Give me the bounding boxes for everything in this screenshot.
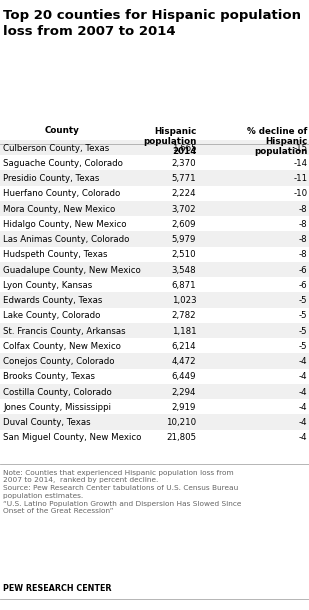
- Bar: [0, 246, 309, 262]
- Bar: [0, 231, 309, 246]
- Text: 21,805: 21,805: [166, 434, 196, 442]
- Bar: [0, 292, 309, 307]
- Text: Colfax County, New Mexico: Colfax County, New Mexico: [3, 342, 121, 351]
- Text: 1,181: 1,181: [171, 327, 196, 336]
- Bar: [0, 353, 309, 368]
- Text: -5: -5: [299, 312, 307, 320]
- Text: -5: -5: [299, 296, 307, 305]
- Bar: [0, 429, 309, 445]
- Text: Brooks County, Texas: Brooks County, Texas: [3, 373, 95, 381]
- Text: -8: -8: [299, 205, 307, 213]
- Text: PEW RESEARCH CENTER: PEW RESEARCH CENTER: [3, 584, 112, 593]
- Text: -5: -5: [299, 327, 307, 336]
- Bar: [0, 338, 309, 353]
- Text: 6,449: 6,449: [172, 373, 196, 381]
- Text: Culberson County, Texas: Culberson County, Texas: [3, 144, 109, 152]
- Text: Presidio County, Texas: Presidio County, Texas: [3, 174, 99, 183]
- Bar: [0, 155, 309, 170]
- Text: -8: -8: [299, 235, 307, 244]
- Bar: [0, 201, 309, 216]
- Text: -8: -8: [299, 220, 307, 229]
- Text: -8: -8: [299, 251, 307, 259]
- Text: -14: -14: [293, 159, 307, 168]
- Text: 2,510: 2,510: [171, 251, 196, 259]
- Text: -4: -4: [299, 373, 307, 381]
- Text: Hidalgo County, New Mexico: Hidalgo County, New Mexico: [3, 220, 127, 229]
- Text: 1,665: 1,665: [171, 144, 196, 152]
- Bar: [0, 307, 309, 323]
- Text: Duval County, Texas: Duval County, Texas: [3, 418, 91, 427]
- Text: -4: -4: [299, 388, 307, 396]
- Text: 10,210: 10,210: [166, 418, 196, 427]
- Bar: [0, 140, 309, 155]
- Text: Conejos County, Colorado: Conejos County, Colorado: [3, 357, 115, 366]
- Text: 5,771: 5,771: [171, 174, 196, 183]
- Text: -4: -4: [299, 418, 307, 427]
- Text: 6,214: 6,214: [171, 342, 196, 351]
- Text: Mora County, New Mexico: Mora County, New Mexico: [3, 205, 115, 213]
- Text: -11: -11: [293, 174, 307, 183]
- Text: 1,023: 1,023: [171, 296, 196, 305]
- Text: -4: -4: [299, 403, 307, 412]
- Text: Note: Counties that experienced Hispanic population loss from
2007 to 2014,  ran: Note: Counties that experienced Hispanic…: [3, 470, 241, 514]
- Text: 3,548: 3,548: [171, 266, 196, 274]
- Text: Guadalupe County, New Mexico: Guadalupe County, New Mexico: [3, 266, 141, 274]
- Bar: [0, 399, 309, 414]
- Text: Hudspeth County, Texas: Hudspeth County, Texas: [3, 251, 108, 259]
- Bar: [0, 368, 309, 384]
- Text: Lyon County, Kansas: Lyon County, Kansas: [3, 281, 92, 290]
- Bar: [0, 170, 309, 185]
- Text: Saguache County, Colorado: Saguache County, Colorado: [3, 159, 123, 168]
- Text: -6: -6: [299, 281, 307, 290]
- Text: -5: -5: [299, 342, 307, 351]
- Text: County: County: [44, 126, 79, 135]
- Text: 2,294: 2,294: [172, 388, 196, 396]
- Text: Costilla County, Colorado: Costilla County, Colorado: [3, 388, 112, 396]
- Text: -6: -6: [299, 266, 307, 274]
- Text: 6,871: 6,871: [171, 281, 196, 290]
- Text: 2,370: 2,370: [171, 159, 196, 168]
- Text: Jones County, Mississippi: Jones County, Mississippi: [3, 403, 111, 412]
- Bar: [0, 216, 309, 231]
- Text: Hispanic
population
2014: Hispanic population 2014: [143, 126, 196, 156]
- Text: 2,224: 2,224: [171, 190, 196, 198]
- Text: Las Animas County, Colorado: Las Animas County, Colorado: [3, 235, 129, 244]
- Text: 3,702: 3,702: [171, 205, 196, 213]
- Text: Edwards County, Texas: Edwards County, Texas: [3, 296, 103, 305]
- Text: -10: -10: [293, 190, 307, 198]
- Text: Lake County, Colorado: Lake County, Colorado: [3, 312, 100, 320]
- Text: San Miguel County, New Mexico: San Miguel County, New Mexico: [3, 434, 142, 442]
- Text: 5,979: 5,979: [172, 235, 196, 244]
- Text: St. Francis County, Arkansas: St. Francis County, Arkansas: [3, 327, 126, 336]
- Text: -4: -4: [299, 434, 307, 442]
- Bar: [0, 414, 309, 429]
- Text: -4: -4: [299, 357, 307, 366]
- Text: Top 20 counties for Hispanic population
loss from 2007 to 2014: Top 20 counties for Hispanic population …: [3, 9, 301, 38]
- Bar: [0, 277, 309, 292]
- Bar: [0, 262, 309, 277]
- Bar: [0, 323, 309, 338]
- Text: 2,919: 2,919: [172, 403, 196, 412]
- Text: 2,782: 2,782: [171, 312, 196, 320]
- Text: 4,472: 4,472: [171, 357, 196, 366]
- Text: Huerfano County, Colorado: Huerfano County, Colorado: [3, 190, 120, 198]
- Text: % decline of
Hispanic
population: % decline of Hispanic population: [247, 126, 307, 156]
- Text: -15: -15: [293, 144, 307, 152]
- Bar: [0, 384, 309, 399]
- Bar: [0, 185, 309, 201]
- Text: 2,609: 2,609: [172, 220, 196, 229]
